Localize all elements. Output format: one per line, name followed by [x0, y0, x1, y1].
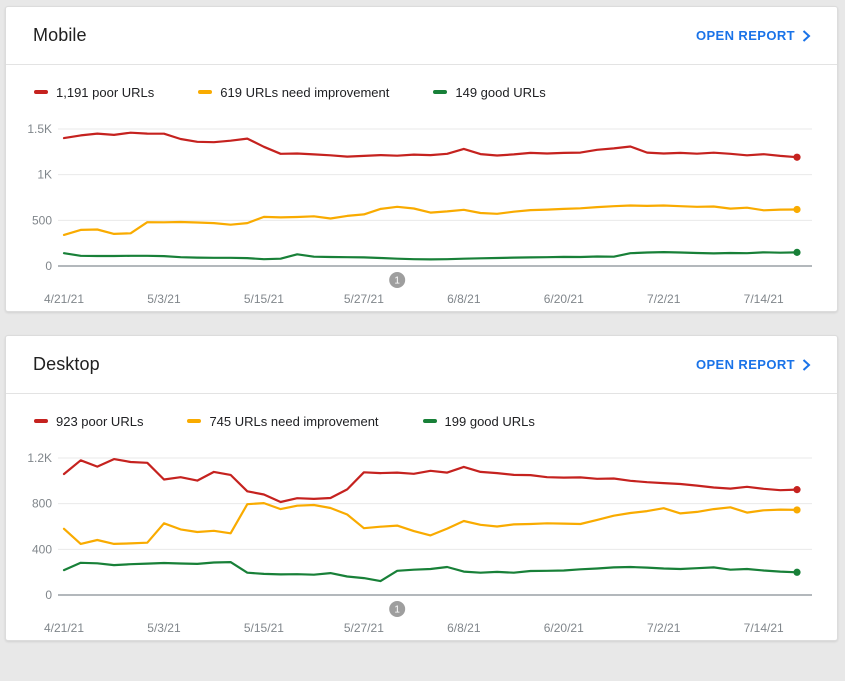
good-series-line[interactable]	[62, 251, 799, 261]
x-axis-tick-label: 6/8/21	[447, 292, 481, 306]
legend-label-need-improvement: 745 URLs need improvement	[209, 413, 379, 429]
y-axis-tick-label: 1.5K	[27, 122, 52, 136]
x-axis-tick-label: 6/20/21	[544, 292, 584, 306]
y-axis-tick-label: 1.2K	[27, 451, 52, 465]
y-axis-tick-label: 1K	[37, 168, 52, 182]
poor-series-line[interactable]	[62, 458, 799, 504]
legend-label-poor: 1,191 poor URLs	[56, 84, 155, 100]
good-series-line[interactable]	[62, 560, 799, 583]
x-axis-tick-label: 4/21/21	[44, 621, 84, 635]
legend-label-good: 149 good URLs	[455, 84, 546, 100]
card-title: Mobile	[33, 25, 87, 45]
x-axis-tick-label: 7/14/21	[744, 621, 784, 635]
x-axis-tick-label: 7/2/21	[647, 621, 681, 635]
open-report-label: OPEN REPORT	[695, 28, 795, 43]
x-axis-tick-label: 7/14/21	[744, 292, 784, 306]
poor-series-dash-icon	[34, 90, 48, 94]
y-axis-tick-label: 800	[32, 497, 52, 511]
legend-item-poor[interactable]: 923 poor URLs	[34, 414, 143, 429]
poor-series-line[interactable]	[62, 131, 799, 159]
good-series-end-dot[interactable]	[793, 568, 801, 576]
svg-text:1: 1	[394, 276, 400, 287]
x-axis-tick-label: 5/27/21	[344, 621, 384, 635]
open-report-label: OPEN REPORT	[695, 357, 795, 372]
good-series-dash-icon	[433, 90, 448, 94]
annotation-marker[interactable]: 1	[389, 601, 406, 617]
x-axis-tick-label: 6/8/21	[447, 621, 481, 635]
need-improvement-series-dash-icon	[198, 90, 213, 94]
open-report-link[interactable]: OPEN REPORT	[696, 28, 811, 43]
y-axis-tick-label: 500	[32, 213, 52, 227]
y-axis-tick-label: 400	[32, 542, 52, 556]
svg-text:1: 1	[394, 605, 400, 616]
x-axis-tick-label: 7/2/21	[647, 292, 681, 306]
x-axis-tick-label: 4/21/21	[44, 292, 84, 306]
x-axis-tick-label: 6/20/21	[544, 621, 584, 635]
x-axis-tick-label: 5/3/21	[147, 621, 181, 635]
mobile-card-header: Mobile OPEN REPORT	[6, 7, 837, 65]
annotation-marker[interactable]: 1	[389, 272, 406, 288]
good-series-dash-icon	[422, 419, 437, 423]
need-improvement-series-end-dot[interactable]	[793, 506, 801, 514]
desktop-card-header: Desktop OPEN REPORT	[6, 336, 837, 394]
open-report-link[interactable]: OPEN REPORT	[696, 357, 811, 372]
mobile-line-chart[interactable]: 0 500 1K 1.5K 4/21/21 5/3/21 5/15/21 5/27/21 6/8…	[6, 111, 837, 311]
need-improvement-series-line[interactable]	[62, 204, 799, 237]
legend-item-poor[interactable]: 1,191 poor URLs	[34, 85, 154, 100]
legend-label-good: 199 good URLs	[444, 413, 535, 429]
need-improvement-series-line[interactable]	[62, 501, 799, 546]
chevron-right-icon	[802, 358, 811, 371]
y-axis-tick-label: 0	[45, 259, 52, 273]
chart-legend: 923 poor URLs 745 URLs need improvement …	[6, 394, 837, 431]
poor-series-end-dot[interactable]	[793, 153, 801, 161]
x-axis-tick-label: 5/15/21	[244, 621, 284, 635]
desktop-card: Desktop OPEN REPORT 923 poor URLs 745 UR…	[5, 335, 838, 641]
good-series-end-dot[interactable]	[793, 248, 801, 256]
legend-item-good[interactable]: 149 good URLs	[433, 84, 546, 100]
legend-label-poor: 923 poor URLs	[56, 413, 144, 429]
chevron-right-icon	[802, 29, 811, 42]
x-axis-tick-label: 5/3/21	[147, 292, 181, 306]
x-axis-tick-label: 5/27/21	[344, 292, 384, 306]
mobile-card: Mobile OPEN REPORT 1,191 poor URLs 619 U…	[5, 6, 838, 312]
legend-label-need-improvement: 619 URLs need improvement	[220, 84, 390, 100]
legend-item-need-improvement[interactable]: 619 URLs need improvement	[198, 85, 389, 100]
chart-legend: 1,191 poor URLs 619 URLs need improvemen…	[6, 65, 837, 102]
legend-item-good[interactable]: 199 good URLs	[422, 413, 535, 429]
card-title: Desktop	[33, 354, 100, 374]
need-improvement-series-dash-icon	[187, 419, 202, 423]
desktop-line-chart[interactable]: 0 400 800 1.2K 4/21/21 5/3/21 5/15/21 5/27/21 6/…	[6, 440, 837, 640]
poor-series-end-dot[interactable]	[793, 486, 801, 494]
need-improvement-series-end-dot[interactable]	[793, 205, 801, 214]
y-axis-tick-label: 0	[45, 588, 52, 602]
poor-series-dash-icon	[34, 419, 48, 423]
legend-item-need-improvement[interactable]: 745 URLs need improvement	[187, 413, 379, 429]
x-axis-tick-label: 5/15/21	[244, 292, 284, 306]
